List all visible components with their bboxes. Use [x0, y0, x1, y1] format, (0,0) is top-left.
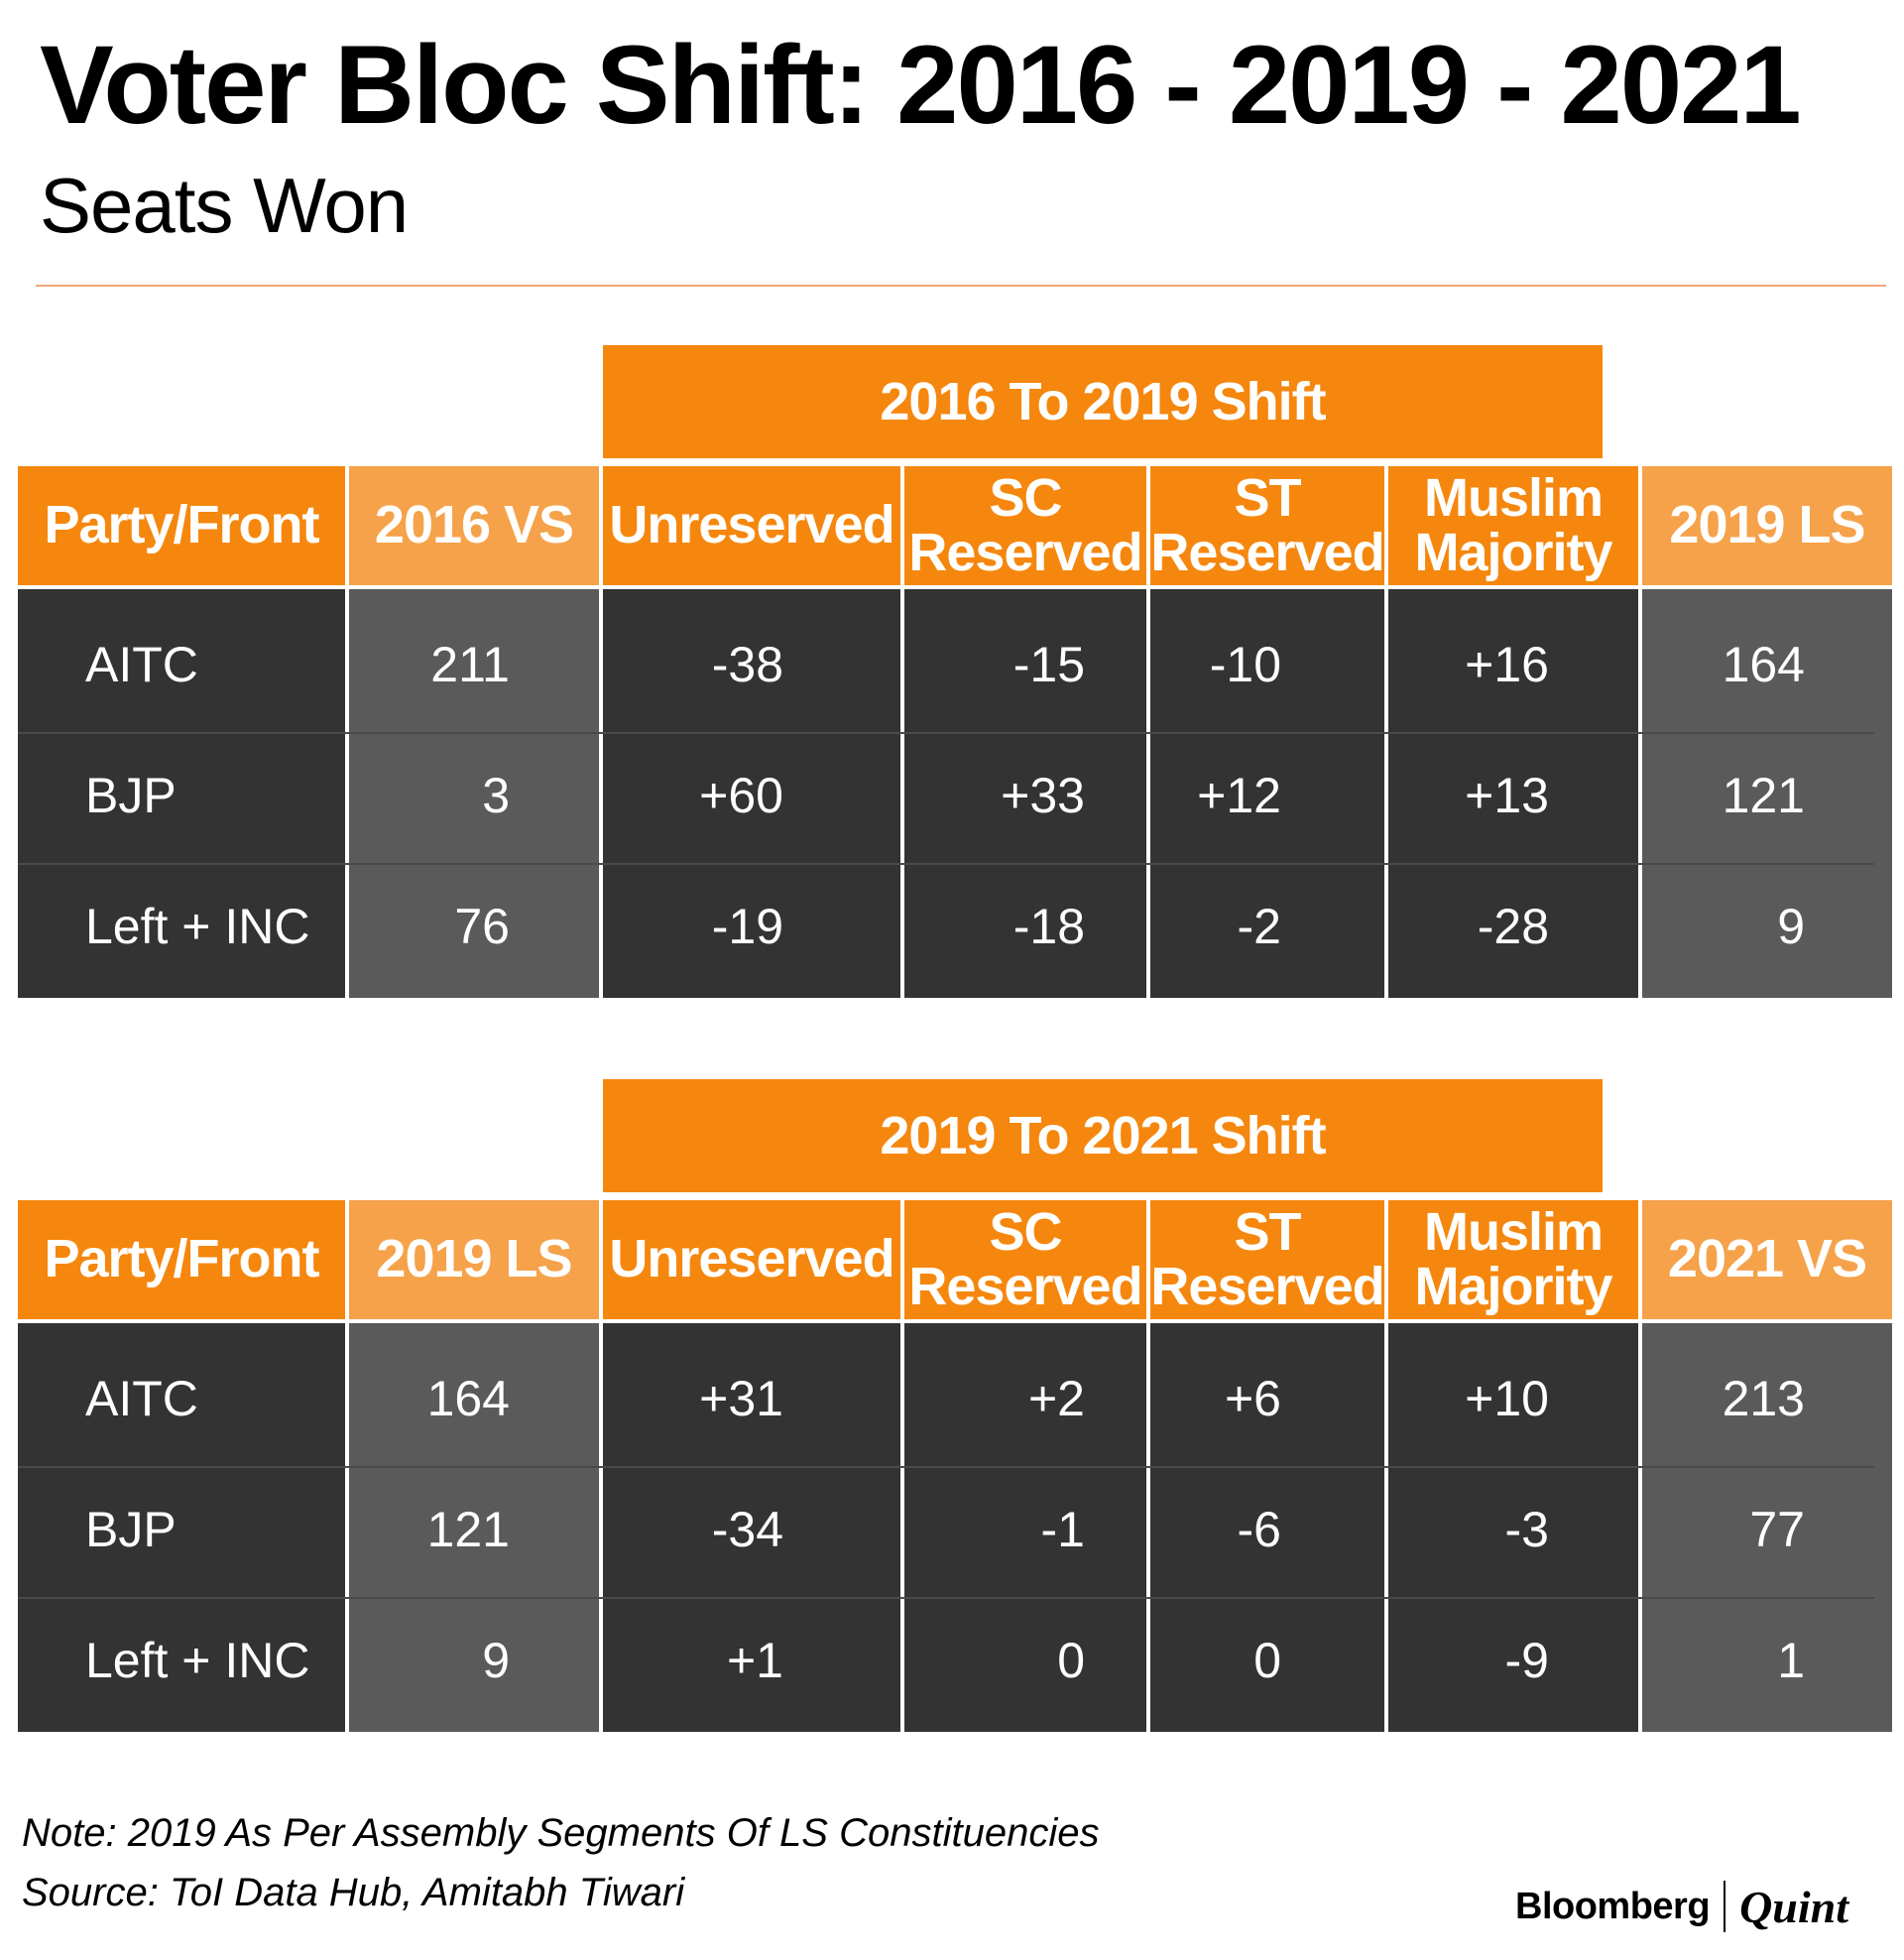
- column-header-party-front: Party/Front: [18, 1200, 345, 1319]
- table-cell: +16: [1465, 637, 1549, 692]
- row-divider: [18, 1466, 1874, 1468]
- table-cell: -2: [1237, 899, 1281, 954]
- column-body-2019-ls: [349, 1323, 599, 1732]
- chart-subtitle: Seats Won: [40, 162, 409, 249]
- source-note: Source: ToI Data Hub, Amitabh Tiwari: [22, 1871, 685, 1914]
- brand-logo-quint: Quint: [1739, 1881, 1849, 1932]
- column-header-sc-reserved: SC Reserved: [904, 1200, 1146, 1319]
- row-label: BJP: [85, 1502, 177, 1557]
- table-cell: -6: [1237, 1502, 1281, 1557]
- table-cell: +1: [726, 1633, 783, 1688]
- column-body-st-reserved: [1150, 1323, 1384, 1732]
- table-cell: 0: [1253, 1633, 1281, 1688]
- column-body-st-reserved: [1150, 589, 1384, 998]
- column-body-party-front: [18, 589, 345, 998]
- footnote: Note: 2019 As Per Assembly Segments Of L…: [22, 1811, 1100, 1855]
- table-cell: +6: [1224, 1371, 1281, 1426]
- column-body-muslim-majority: [1388, 589, 1638, 998]
- column-header-2019-ls: 2019 LS: [1642, 466, 1892, 585]
- shift-header: 2019 To 2021 Shift: [603, 1079, 1603, 1192]
- table-cell: +2: [1027, 1371, 1085, 1426]
- table-cell: -38: [711, 637, 783, 692]
- table-cell: 9: [482, 1633, 510, 1688]
- table-cell: 164: [426, 1371, 510, 1426]
- row-divider: [18, 732, 1874, 734]
- column-header-2016-vs: 2016 VS: [349, 466, 599, 585]
- table-cell: 1: [1777, 1633, 1805, 1688]
- column-header-party-front: Party/Front: [18, 466, 345, 585]
- column-body-sc-reserved: [904, 589, 1146, 998]
- brand-logo-bloomberg: Bloomberg: [1515, 1885, 1711, 1927]
- row-divider: [18, 863, 1874, 865]
- shift-header: 2016 To 2019 Shift: [603, 345, 1603, 458]
- brand-logo-divider: [1724, 1881, 1726, 1932]
- column-header-muslim-majority: Muslim Majority: [1388, 466, 1638, 585]
- table-cell: +13: [1465, 768, 1549, 823]
- column-body-2019-ls: [1642, 589, 1892, 998]
- table-cell: 164: [1722, 637, 1805, 692]
- table-cell: -15: [1012, 637, 1085, 692]
- table-cell: +60: [699, 768, 783, 823]
- column-body-unreserved: [603, 1323, 900, 1732]
- column-header-unreserved: Unreserved: [603, 466, 900, 585]
- table-cell: -9: [1504, 1633, 1549, 1688]
- table-cell: 76: [454, 899, 510, 954]
- table-cell: -34: [711, 1502, 783, 1557]
- column-header-2021-vs: 2021 VS: [1642, 1200, 1892, 1319]
- table-cell: 211: [430, 637, 510, 692]
- row-divider: [18, 1597, 1874, 1599]
- column-body-muslim-majority: [1388, 1323, 1638, 1732]
- row-label: Left + INC: [85, 899, 310, 954]
- column-header-st-reserved: ST Reserved: [1150, 1200, 1385, 1319]
- table-cell: -28: [1477, 899, 1549, 954]
- table-cell: -3: [1504, 1502, 1549, 1557]
- table-cell: -19: [711, 899, 783, 954]
- table-cell: 121: [1722, 768, 1805, 823]
- column-body-sc-reserved: [904, 1323, 1146, 1732]
- table-cell: 77: [1749, 1502, 1805, 1557]
- brand-logo: Bloomberg Quint: [1515, 1877, 1848, 1936]
- title-rule: [36, 285, 1886, 287]
- column-header-unreserved: Unreserved: [603, 1200, 900, 1319]
- table-cell: -18: [1012, 899, 1085, 954]
- column-body-2021-vs: [1642, 1323, 1892, 1732]
- table-cell: +10: [1465, 1371, 1549, 1426]
- chart-title: Voter Bloc Shift: 2016 - 2019 - 2021: [40, 23, 1802, 147]
- table-cell: 0: [1057, 1633, 1085, 1688]
- table-cell: 3: [482, 768, 510, 823]
- row-label: AITC: [85, 1371, 198, 1426]
- table-cell: +12: [1197, 768, 1281, 823]
- table-cell: +31: [699, 1371, 783, 1426]
- table-cell: 9: [1777, 899, 1805, 954]
- table-cell: 121: [426, 1502, 510, 1557]
- column-header-muslim-majority: Muslim Majority: [1388, 1200, 1638, 1319]
- table-cell: 213: [1722, 1371, 1805, 1426]
- table-cell: -1: [1040, 1502, 1085, 1557]
- row-label: Left + INC: [85, 1633, 310, 1688]
- column-body-unreserved: [603, 589, 900, 998]
- column-header-st-reserved: ST Reserved: [1150, 466, 1385, 585]
- column-header-2019-ls: 2019 LS: [349, 1200, 599, 1319]
- column-body-party-front: [18, 1323, 345, 1732]
- table-cell: -10: [1209, 637, 1281, 692]
- table-cell: +33: [1001, 768, 1085, 823]
- column-body-2016-vs: [349, 589, 599, 998]
- column-header-sc-reserved: SC Reserved: [904, 466, 1146, 585]
- row-label: AITC: [85, 637, 198, 692]
- row-label: BJP: [85, 768, 177, 823]
